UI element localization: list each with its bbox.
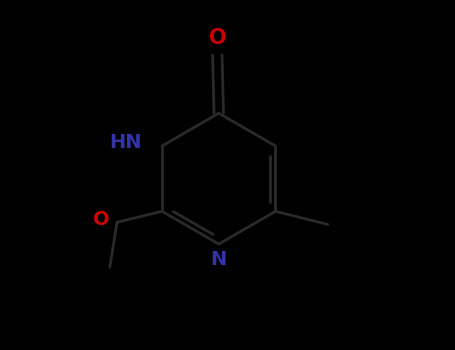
Text: O: O: [93, 210, 110, 229]
Text: O: O: [208, 28, 226, 48]
Text: HN: HN: [109, 133, 142, 152]
Text: N: N: [211, 250, 227, 269]
